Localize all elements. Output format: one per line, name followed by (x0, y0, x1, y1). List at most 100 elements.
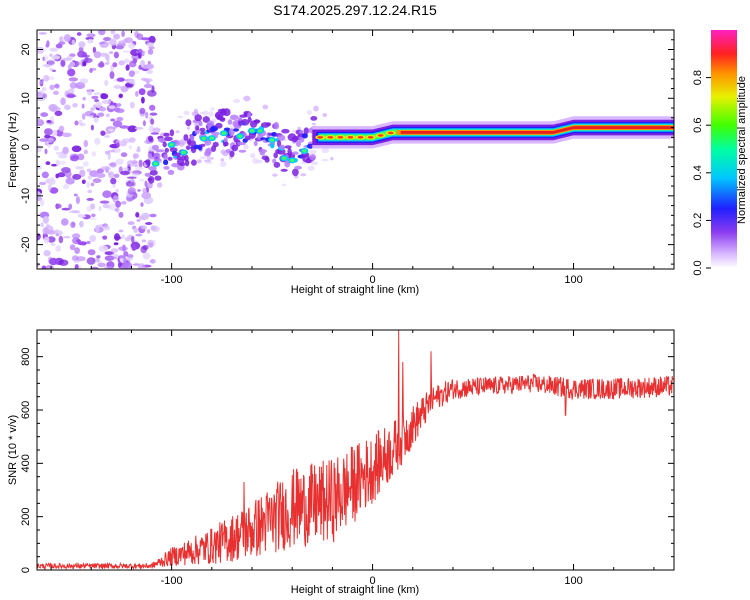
noise-blob (91, 213, 96, 218)
noise-blob (112, 62, 118, 68)
noise-blob (108, 38, 117, 46)
noise-blob (151, 85, 155, 93)
signal-cloud-blob (284, 160, 291, 168)
signal-cloud-blob (179, 162, 186, 167)
noise-blob (39, 199, 45, 207)
noise-blob (322, 113, 328, 117)
noise-blob (330, 157, 334, 161)
signal-cloud-blob (247, 116, 252, 123)
signal-cloud-blob (253, 119, 261, 124)
noise-blob (126, 176, 137, 179)
noise-blob (49, 187, 59, 194)
signal-cloud-blob (211, 131, 220, 136)
noise-blob (183, 110, 190, 116)
noise-blob (91, 95, 99, 100)
noise-blob (127, 221, 135, 226)
noise-blob (249, 153, 256, 159)
signal-cloud-blob (157, 138, 165, 143)
signal-hotspot (201, 136, 206, 141)
noise-blob (49, 84, 55, 91)
noise-blob (53, 145, 59, 151)
noise-blob (109, 162, 117, 168)
noise-blob (132, 153, 139, 159)
noise-blob (145, 63, 154, 69)
noise-blob (68, 210, 78, 213)
colorbar-gradient (711, 30, 737, 268)
noise-blob (83, 57, 93, 63)
noise-blob (203, 159, 211, 162)
noise-blob (132, 163, 138, 167)
noise-blob (55, 151, 64, 155)
noise-blob (86, 88, 93, 96)
noise-blob (112, 120, 123, 128)
spectrogram-ytick-label: 0 (20, 144, 32, 150)
signal-hotspot (257, 129, 263, 133)
noise-blob (44, 225, 54, 234)
signal-hotspot (153, 162, 158, 166)
noise-blob (39, 181, 47, 186)
signal-hotspot (282, 156, 287, 160)
noise-blob (37, 92, 43, 97)
trace-bead (377, 134, 384, 137)
noise-blob (93, 117, 99, 123)
signal-cloud-blob (144, 172, 152, 177)
signal-cloud-blob (147, 152, 153, 158)
noise-blob (55, 173, 59, 179)
noise-blob (152, 127, 161, 133)
snr-marks (37, 330, 674, 570)
noise-blob (122, 38, 128, 44)
noise-blob (143, 83, 153, 89)
noise-blob (307, 165, 315, 171)
colorbar-tick-label: 0.2 (692, 213, 704, 228)
noise-blob (108, 149, 116, 153)
spectrogram-ytick-label: 20 (20, 43, 32, 55)
signal-cloud-blob (189, 134, 195, 142)
noise-blob (51, 55, 61, 60)
noise-blob (60, 97, 66, 106)
noise-blob (118, 60, 125, 66)
snr-ylabel: SNR (10 * v/v) (7, 415, 19, 485)
noise-blob (43, 250, 51, 257)
noise-blob (41, 265, 47, 269)
noise-blob (134, 166, 144, 171)
noise-blob (62, 57, 72, 61)
snr-series-line (37, 330, 674, 570)
noise-blob (116, 142, 120, 148)
signal-core-blob (233, 128, 240, 132)
signal-cloud-blob (296, 140, 301, 147)
noise-blob (105, 113, 110, 118)
noise-blob (86, 240, 91, 245)
signal-hotspot (209, 136, 214, 140)
signal-cloud-blob (292, 168, 299, 177)
signal-cloud-blob (228, 128, 235, 137)
noise-blob (37, 165, 42, 170)
snr-panel: -100 0 100 0 200 400 600 800 Height of straight… (7, 329, 675, 596)
noise-blob (98, 41, 106, 45)
signal-cloud-blob (155, 149, 165, 153)
noise-blob (294, 175, 299, 179)
noise-blob (148, 35, 156, 44)
noise-blob (49, 47, 59, 52)
noise-blob (110, 30, 116, 35)
noise-blob (116, 116, 124, 122)
noise-blob (90, 182, 95, 187)
signal-cloud-blob (167, 169, 175, 175)
noise-blob (147, 48, 154, 55)
noise-blob (86, 168, 92, 173)
noise-blob (146, 69, 154, 74)
noise-blob (55, 245, 61, 252)
noise-blob (82, 113, 86, 120)
noise-blob (128, 61, 137, 68)
noise-blob (202, 110, 209, 116)
noise-blob (110, 65, 114, 72)
signal-cloud-blob (194, 114, 202, 122)
noise-blob (149, 213, 157, 218)
noise-blob (91, 151, 96, 157)
noise-blob (116, 77, 125, 82)
noise-blob (118, 229, 124, 233)
noise-blob (321, 147, 330, 154)
noise-blob (86, 197, 94, 201)
signal-hotspot (290, 158, 295, 162)
noise-blob (44, 148, 48, 155)
